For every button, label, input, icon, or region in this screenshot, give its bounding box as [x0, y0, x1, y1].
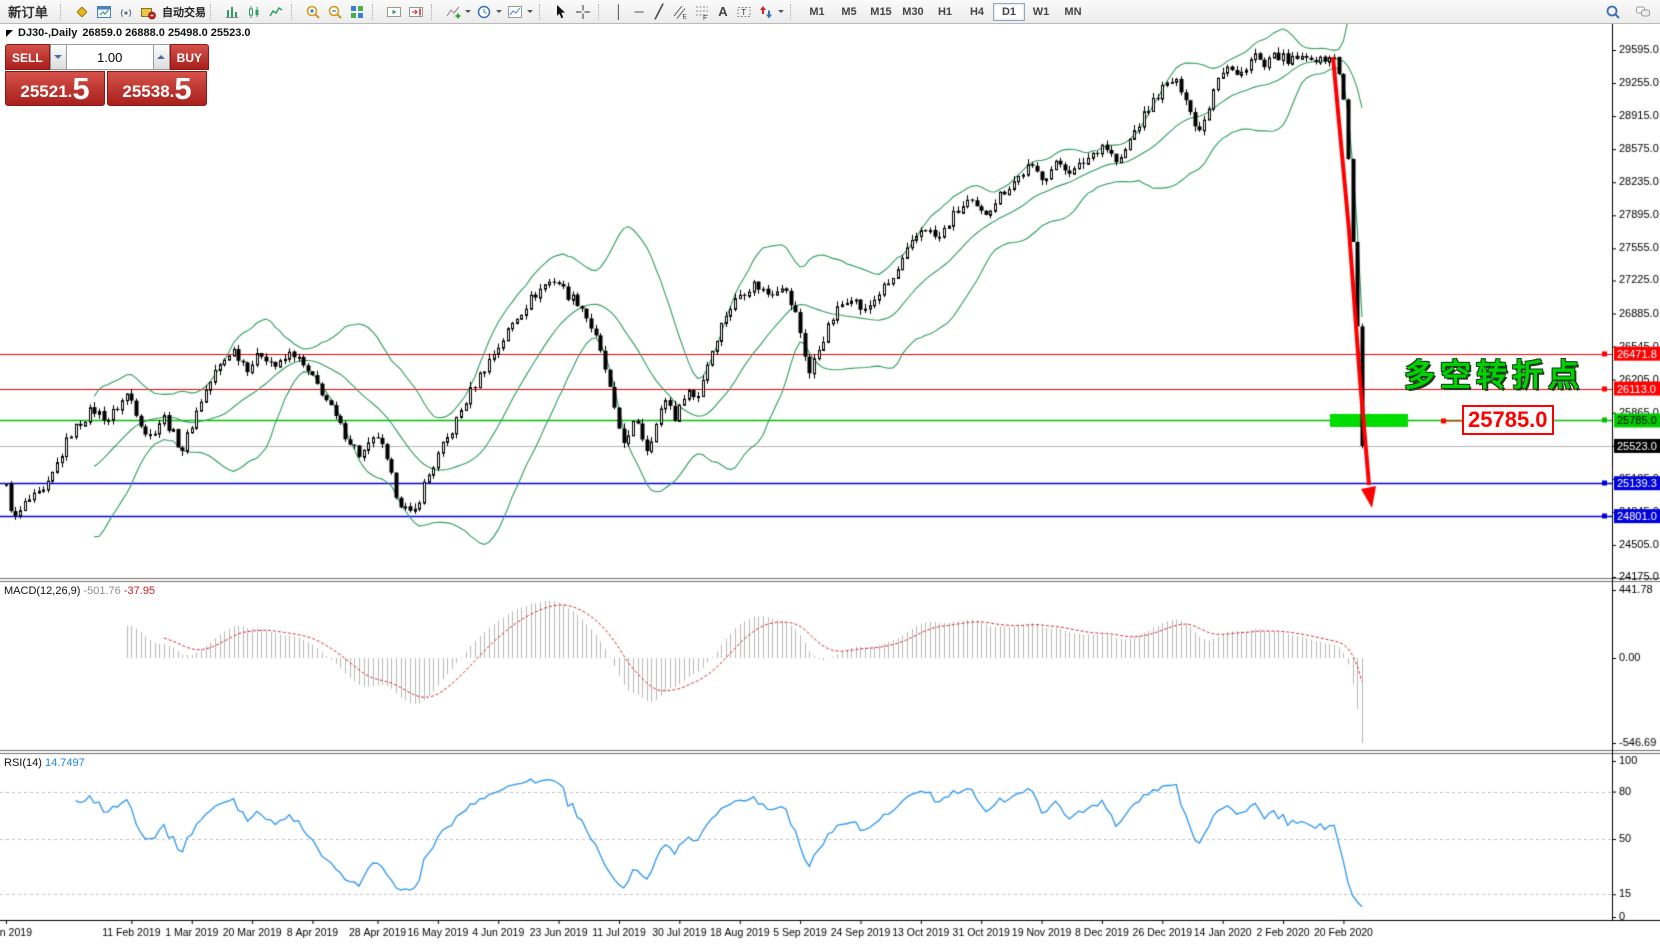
toolbar-separator — [597, 3, 606, 20]
timeframe-w1-button[interactable]: W1 — [1032, 5, 1050, 18]
one-click-trading-panel: SELL BUY 25521.5 25538.5 — [5, 44, 210, 106]
line-chart-icon[interactable] — [265, 2, 287, 22]
timeframe-m5-button[interactable]: M5 — [841, 5, 857, 18]
symbol-corner-icon — [6, 29, 13, 37]
new-order-button[interactable]: 新订单 — [0, 0, 56, 24]
templates-button[interactable] — [504, 2, 526, 22]
caret-down-icon — [54, 55, 63, 63]
autotrading-button-label: 自动交易 — [161, 6, 206, 19]
ohlc-values: 26859.0 26888.0 25498.0 25523.0 — [82, 27, 251, 39]
timeframe-m1-button[interactable]: M1 — [809, 5, 825, 18]
toolbar-items: 新订单 自动交易 │ ─ ╱ A M1 M5 M15 M30 H1 H4 D1 W1 MN — [0, 0, 1089, 23]
buy-price[interactable]: 25538. 5 — [107, 71, 207, 106]
one-click-top-row: SELL BUY — [5, 44, 210, 70]
volume-decrease-button[interactable] — [49, 44, 67, 70]
zoom-out-icon[interactable] — [324, 2, 346, 22]
buy-price-pip: 5 — [174, 71, 192, 106]
equidistant-channel-tool-button[interactable] — [669, 2, 691, 22]
auto-scroll-icon[interactable] — [383, 2, 405, 22]
horizontal-line-tool-button[interactable]: ─ — [634, 4, 644, 19]
toolbar-right — [1602, 0, 1654, 23]
volume-increase-button[interactable] — [152, 44, 170, 70]
level-price-label: 25785.0 — [1462, 405, 1554, 436]
toolbar-separator — [538, 3, 547, 20]
metaeditor-icon[interactable] — [71, 2, 93, 22]
crosshair-tool-button[interactable] — [572, 2, 594, 22]
macd-signal-value: -37.95 — [123, 585, 156, 597]
toolbar: 新订单 自动交易 │ ─ ╱ A M1 M5 M15 M30 H1 H4 D1 W1 MN — [0, 0, 1660, 24]
chat-icon[interactable] — [1632, 2, 1654, 22]
buy-button[interactable]: BUY — [169, 44, 210, 70]
macd-main-value: -501.76 — [83, 585, 121, 597]
toolbar-separator — [371, 3, 380, 20]
macd-name: MACD(12,26,9) — [4, 585, 81, 597]
text-tool-button[interactable]: A — [718, 4, 728, 19]
indicators-list-button-dropdown-icon[interactable] — [464, 10, 471, 16]
templates-button-dropdown-icon[interactable] — [526, 10, 533, 16]
candlestick-chart-icon[interactable] — [243, 2, 265, 22]
fibonacci-tool-button[interactable] — [691, 2, 713, 22]
symbol-name: DJ30-,Daily — [18, 27, 78, 39]
text-label-tool-button[interactable] — [733, 2, 755, 22]
rsi-name: RSI(14) — [4, 757, 42, 769]
vertical-line-tool-button[interactable]: │ — [614, 4, 624, 19]
rsi-indicator-label: RSI(14) 14.7497 — [4, 757, 85, 769]
periods-button-dropdown-icon[interactable] — [495, 10, 502, 16]
cursor-tool-button[interactable] — [550, 2, 572, 22]
toolbar-separator — [209, 3, 218, 20]
buy-price-main: 25538. — [122, 82, 175, 101]
indicators-list-button[interactable] — [442, 2, 464, 22]
toolbar-separator — [789, 3, 798, 20]
toolbar-separator — [59, 3, 68, 20]
chart-title: DJ30-,Daily 26859.0 26888.0 25498.0 2552… — [6, 27, 251, 39]
turning-point-annotation: 多空转折点 — [1404, 358, 1584, 393]
rsi-value: 14.7497 — [44, 757, 85, 769]
signals-icon[interactable] — [115, 2, 137, 22]
trendline-tool-button[interactable]: ╱ — [655, 3, 663, 19]
timeframe-h1-button[interactable]: H1 — [937, 5, 953, 18]
autotrading-button-group[interactable]: 自动交易 — [137, 2, 206, 22]
sell-price-main: 25521. — [20, 82, 73, 101]
chart-shift-icon[interactable] — [405, 2, 427, 22]
sell-price[interactable]: 25521. 5 — [5, 71, 105, 106]
one-click-price-row: 25521. 5 25538. 5 — [5, 71, 207, 106]
arrows-tool-button[interactable] — [755, 2, 777, 22]
timeframe-mn-button[interactable]: MN — [1064, 5, 1082, 18]
sell-price-pip: 5 — [72, 71, 90, 106]
zoom-in-icon[interactable] — [302, 2, 324, 22]
caret-up-icon — [157, 51, 166, 59]
autotrading-button[interactable] — [137, 2, 159, 22]
toolbar-separator — [430, 3, 439, 20]
timeframe-h4-button[interactable]: H4 — [969, 5, 985, 18]
timeframe-d1-button[interactable]: D1 — [992, 2, 1025, 21]
bar-chart-icon[interactable] — [221, 2, 243, 22]
macd-indicator-label: MACD(12,26,9) -501.76 -37.95 — [4, 585, 155, 597]
toolbar-separator — [290, 3, 299, 20]
timeframe-m30-button[interactable]: M30 — [902, 5, 924, 18]
sell-button[interactable]: SELL — [5, 44, 50, 70]
timeframe-m15-button[interactable]: M15 — [870, 5, 892, 18]
periods-button[interactable] — [473, 2, 495, 22]
tile-windows-icon[interactable] — [346, 2, 368, 22]
search-icon[interactable] — [1602, 2, 1624, 22]
arrows-tool-button-dropdown-icon[interactable] — [777, 10, 784, 16]
terminal-icon[interactable] — [93, 2, 115, 22]
volume-input[interactable] — [66, 44, 153, 70]
